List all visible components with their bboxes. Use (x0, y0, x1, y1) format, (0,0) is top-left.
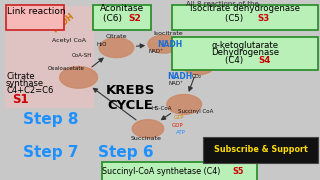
Ellipse shape (99, 38, 134, 58)
Text: Step 6: Step 6 (98, 145, 153, 160)
Text: ATP: ATP (175, 130, 185, 135)
Ellipse shape (60, 67, 98, 88)
Text: KREBS
CYCLE: KREBS CYCLE (106, 84, 155, 112)
Text: NADH: NADH (167, 72, 192, 81)
Text: NADH: NADH (157, 40, 183, 49)
Text: HS-CoA: HS-CoA (152, 105, 172, 111)
Text: S1: S1 (12, 93, 29, 106)
Text: Link reaction: Link reaction (7, 7, 65, 16)
Text: Aconitase: Aconitase (100, 4, 144, 13)
Text: CO₂: CO₂ (182, 50, 192, 55)
Text: α-ketoglutarate: α-ketoglutarate (211, 41, 278, 50)
Text: S4: S4 (258, 56, 270, 65)
Text: Dehydrogenase: Dehydrogenase (211, 48, 279, 57)
Text: GDP: GDP (172, 123, 183, 128)
Text: Citrate: Citrate (6, 72, 35, 81)
Text: NAD⁺: NAD⁺ (148, 49, 163, 54)
Text: synthase: synthase (6, 79, 44, 88)
Text: (C5): (C5) (225, 14, 246, 22)
Text: Isocitrate dehydrogenase: Isocitrate dehydrogenase (190, 4, 300, 13)
FancyBboxPatch shape (93, 4, 151, 30)
Text: Succinyl-CoA synthetase (C4): Succinyl-CoA synthetase (C4) (102, 167, 223, 176)
Text: Succinate: Succinate (130, 136, 161, 141)
Text: CO₂: CO₂ (192, 74, 202, 79)
Text: Subscribe & Support: Subscribe & Support (214, 145, 307, 154)
FancyBboxPatch shape (102, 162, 257, 180)
Text: NADH: NADH (50, 12, 76, 35)
Ellipse shape (132, 120, 164, 138)
FancyBboxPatch shape (172, 37, 318, 70)
FancyBboxPatch shape (6, 4, 64, 30)
Text: S5: S5 (232, 167, 244, 176)
Text: All 8 reactions of the: All 8 reactions of the (186, 1, 259, 7)
Text: GTP: GTP (173, 115, 184, 120)
Ellipse shape (167, 94, 202, 114)
Ellipse shape (183, 57, 214, 75)
Text: Step 7: Step 7 (23, 145, 79, 160)
FancyBboxPatch shape (172, 4, 318, 30)
Text: NAD⁺: NAD⁺ (169, 81, 184, 86)
Text: (C6): (C6) (103, 14, 125, 22)
Text: Citrate: Citrate (106, 33, 127, 39)
Text: C4+C2=C6: C4+C2=C6 (6, 86, 53, 95)
Text: Acetyl CoA: Acetyl CoA (52, 38, 86, 43)
Text: S3: S3 (258, 14, 270, 22)
Text: CoA-SH: CoA-SH (72, 53, 92, 58)
Text: Isocitrate: Isocitrate (154, 31, 183, 36)
Text: Oxaloacetate: Oxaloacetate (48, 66, 84, 71)
Text: α-Ketoglutarate: α-Ketoglutarate (185, 57, 228, 62)
Text: Succinyl CoA: Succinyl CoA (178, 109, 213, 114)
Text: (C4): (C4) (226, 56, 246, 65)
FancyBboxPatch shape (4, 6, 94, 108)
Ellipse shape (148, 35, 180, 53)
Text: S2: S2 (128, 14, 141, 22)
FancyBboxPatch shape (203, 137, 318, 163)
Text: Step 8: Step 8 (23, 112, 79, 127)
Text: H₂O: H₂O (97, 42, 108, 47)
